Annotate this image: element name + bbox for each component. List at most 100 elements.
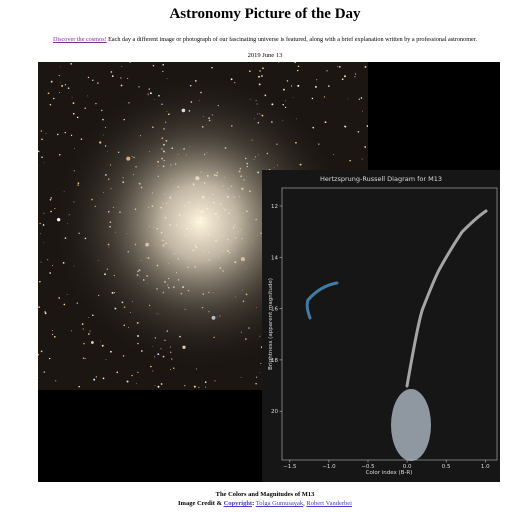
star (71, 135, 72, 136)
star (93, 379, 95, 381)
star (65, 84, 66, 85)
star (82, 323, 84, 325)
star (315, 86, 317, 88)
page-title: Astronomy Picture of the Day (0, 6, 530, 23)
star (64, 304, 66, 306)
star (205, 381, 207, 383)
star (283, 89, 285, 91)
star (121, 85, 123, 87)
star (100, 341, 101, 342)
star (85, 358, 86, 359)
star (136, 383, 137, 384)
star (162, 71, 163, 72)
star (359, 99, 360, 100)
star (324, 96, 325, 97)
star (158, 386, 160, 388)
star (95, 103, 96, 104)
star (78, 386, 80, 388)
x-tick-label: −1.0 (322, 464, 336, 470)
star (72, 97, 73, 98)
star (361, 97, 363, 99)
star (52, 334, 53, 335)
star (256, 377, 257, 378)
star (184, 385, 185, 386)
star (298, 66, 300, 68)
inset-background (262, 170, 500, 482)
star (262, 67, 264, 69)
star (345, 126, 347, 128)
star (259, 70, 260, 71)
star (198, 387, 199, 388)
star (40, 233, 41, 234)
star (111, 71, 113, 73)
star (52, 265, 53, 266)
apod-image[interactable]: Hertzsprung-Russell Diagram for M13 Colo… (38, 62, 500, 482)
credit-colon: : (252, 500, 254, 507)
star (155, 385, 156, 386)
star (61, 85, 63, 87)
star (83, 329, 84, 330)
star (127, 380, 129, 382)
star (328, 85, 330, 87)
star (260, 372, 261, 373)
star (51, 197, 52, 198)
star (90, 331, 91, 332)
star (337, 66, 338, 67)
star (205, 387, 206, 388)
star (121, 66, 122, 67)
star (162, 64, 164, 66)
star (214, 380, 215, 381)
star (52, 330, 53, 331)
intro-link[interactable]: Discover the cosmos! (53, 36, 107, 43)
star (46, 133, 47, 134)
star (365, 66, 367, 68)
star (123, 355, 124, 356)
star (261, 75, 263, 77)
star (53, 98, 54, 99)
star (287, 80, 288, 81)
star (39, 281, 40, 282)
star (344, 75, 346, 77)
star (87, 96, 88, 97)
star (50, 104, 51, 105)
star (65, 132, 66, 133)
star (96, 376, 97, 377)
x-tick-label: 0.5 (442, 464, 451, 470)
star (137, 372, 138, 373)
star (349, 160, 350, 161)
star (102, 345, 104, 347)
star (41, 262, 42, 263)
star (73, 102, 75, 104)
star (342, 78, 344, 80)
star (43, 213, 44, 214)
star (41, 157, 42, 158)
credit-name[interactable]: Robert Vanderbei (306, 500, 352, 507)
star (249, 70, 251, 72)
star (367, 125, 369, 127)
star (49, 272, 51, 274)
credit-name[interactable]: Tolga Gumusayak (256, 500, 303, 507)
star (44, 162, 45, 163)
x-tick-label: −1.5 (283, 464, 297, 470)
x-tick-label: −0.5 (361, 464, 375, 470)
star (194, 386, 196, 388)
star (241, 377, 242, 378)
star (97, 82, 98, 83)
star (57, 134, 59, 136)
star (48, 92, 50, 94)
star (68, 87, 70, 89)
star (297, 70, 298, 71)
star (83, 357, 84, 358)
star (51, 81, 53, 83)
star (45, 312, 47, 314)
y-tick-label: 12 (271, 204, 278, 210)
star (83, 343, 84, 344)
copyright-link[interactable]: Copyright (224, 500, 253, 507)
star (71, 330, 72, 331)
star (260, 363, 261, 364)
star (43, 242, 44, 243)
caption: The Colors and Magnitudes of M13 Image C… (0, 490, 530, 508)
star (43, 224, 45, 226)
star (110, 351, 112, 353)
star (73, 113, 75, 115)
